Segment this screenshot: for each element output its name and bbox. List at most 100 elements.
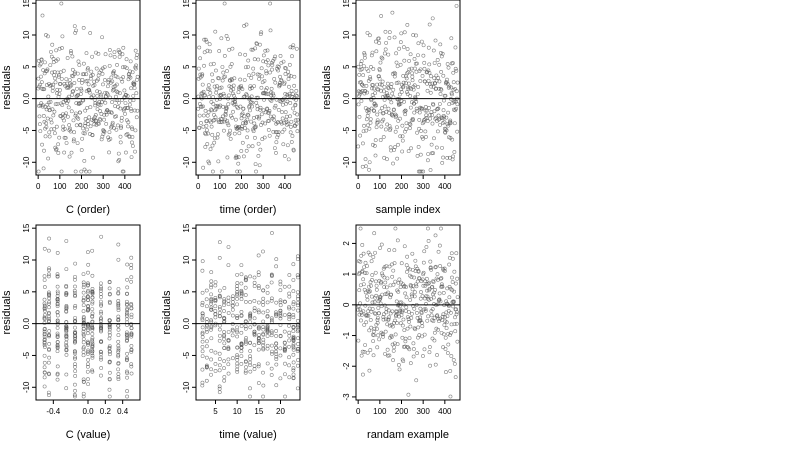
data-point — [441, 155, 446, 160]
data-point — [373, 295, 378, 300]
data-point — [427, 297, 431, 302]
data-point — [222, 299, 227, 303]
data-point — [358, 259, 363, 264]
y-tick-label: 0.0 — [22, 93, 31, 105]
data-point — [82, 72, 87, 77]
data-point — [295, 294, 300, 299]
data-point — [222, 1, 227, 6]
data-point — [386, 52, 391, 57]
data-point — [259, 112, 264, 117]
data-point — [90, 289, 95, 294]
data-point — [72, 137, 76, 142]
data-point — [55, 372, 60, 377]
data-point — [230, 300, 235, 304]
data-point — [246, 73, 251, 78]
data-point — [73, 374, 78, 378]
data-point — [42, 384, 47, 389]
data-point — [70, 54, 75, 59]
data-point — [103, 78, 107, 82]
data-point — [385, 93, 390, 98]
data-point — [274, 341, 279, 346]
data-point — [261, 346, 266, 351]
data-point — [116, 350, 121, 355]
data-point — [400, 149, 405, 154]
data-point — [200, 367, 205, 372]
data-point — [215, 132, 220, 137]
data-point — [274, 300, 279, 305]
data-point — [128, 75, 133, 80]
data-point — [405, 326, 410, 331]
data-point — [439, 87, 444, 92]
data-point — [265, 343, 270, 348]
data-point — [235, 296, 239, 301]
data-point — [416, 41, 421, 46]
data-point — [379, 14, 384, 18]
data-point — [73, 351, 77, 356]
data-point — [289, 119, 294, 124]
data-point — [408, 324, 413, 329]
data-point — [210, 72, 214, 77]
data-point — [248, 354, 252, 359]
data-point — [426, 239, 431, 243]
data-point — [261, 337, 266, 342]
data-point — [273, 103, 278, 108]
data-point — [274, 383, 279, 388]
data-point — [402, 99, 407, 104]
data-point — [129, 109, 134, 113]
data-point — [435, 313, 440, 318]
data-point — [55, 91, 59, 96]
data-point — [209, 336, 214, 341]
data-point — [291, 329, 296, 334]
data-point — [269, 330, 274, 335]
data-point — [369, 65, 373, 69]
data-point — [209, 108, 214, 113]
data-point — [284, 119, 289, 124]
data-point — [404, 305, 409, 310]
data-point — [366, 110, 371, 115]
data-point — [114, 94, 118, 99]
data-point — [117, 54, 122, 59]
data-point — [43, 134, 48, 139]
data-point — [395, 238, 400, 243]
data-point — [55, 251, 60, 255]
data-point — [454, 89, 459, 94]
data-point — [273, 80, 278, 85]
data-point — [73, 304, 78, 308]
data-point — [99, 92, 103, 97]
data-point — [66, 105, 71, 110]
data-point — [265, 313, 270, 318]
data-point — [200, 300, 205, 305]
data-point — [243, 359, 248, 364]
data-point — [217, 338, 222, 343]
data-point — [361, 129, 366, 134]
data-point — [244, 336, 248, 340]
data-point — [387, 353, 392, 358]
data-point — [58, 70, 63, 75]
data-point — [226, 345, 231, 350]
data-point — [99, 295, 103, 299]
data-point — [53, 80, 58, 85]
data-point — [443, 347, 448, 351]
data-point — [393, 145, 397, 150]
data-point — [225, 37, 230, 41]
data-point — [448, 333, 452, 337]
data-point — [42, 365, 47, 370]
data-point — [442, 98, 446, 103]
data-point — [295, 290, 300, 295]
data-point — [452, 121, 457, 126]
data-point — [245, 112, 250, 117]
data-point — [437, 291, 442, 296]
data-point — [278, 83, 283, 87]
data-point — [380, 79, 385, 84]
data-point — [249, 119, 253, 124]
data-point — [107, 48, 112, 52]
data-point — [90, 301, 95, 306]
data-point — [93, 103, 98, 108]
data-point — [435, 107, 440, 111]
data-point — [379, 281, 383, 286]
data-point — [411, 87, 416, 92]
data-point — [257, 77, 261, 81]
data-point — [427, 62, 432, 67]
data-point — [283, 361, 287, 366]
data-point — [278, 316, 283, 321]
